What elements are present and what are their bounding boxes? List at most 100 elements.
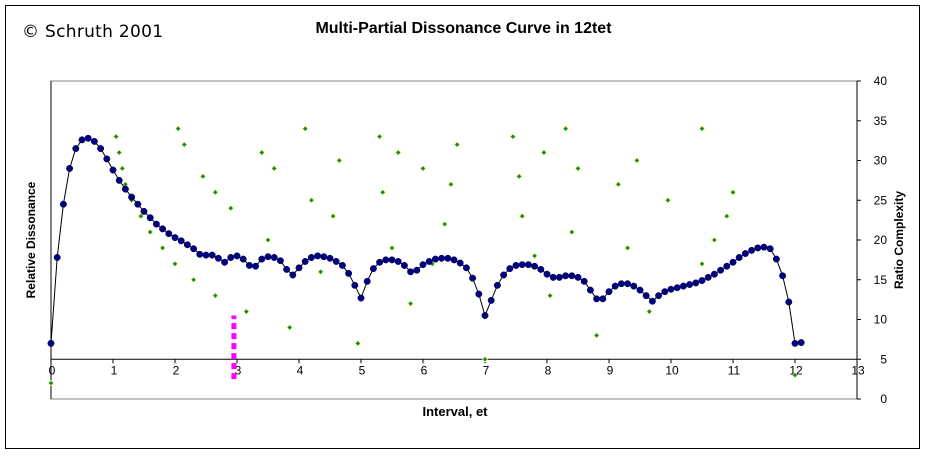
y-right-tick-label: 25	[874, 193, 888, 207]
y-right-tick-label: 40	[874, 74, 888, 88]
y-right-tick-labels: 0 5 10 15 20 25 30 35 40	[874, 74, 888, 406]
x-tick-label: 1	[111, 363, 118, 377]
dissonance-point	[580, 277, 588, 285]
dissonance-point	[103, 155, 111, 163]
x-tick-label: 11	[728, 363, 741, 377]
dissonance-point	[400, 261, 408, 269]
y-right-axis-label: Ratio Complexity	[892, 191, 906, 289]
ratio-point	[729, 189, 737, 196]
ratio-point	[791, 372, 799, 379]
dissonance-point	[66, 165, 74, 172]
dissonance-point	[735, 254, 743, 261]
ratio-point	[531, 252, 538, 259]
dissonance-point	[332, 258, 340, 265]
dissonance-point	[376, 258, 384, 266]
ratio-point	[568, 229, 575, 236]
dissonance-point	[338, 261, 346, 269]
ratio-point	[711, 236, 718, 244]
dissonance-point	[357, 294, 365, 302]
dissonance-point	[369, 265, 377, 273]
dissonance-point	[97, 145, 105, 153]
dissonance-point	[72, 145, 80, 153]
y-right-tick-label: 20	[874, 233, 888, 247]
dissonance-point	[506, 265, 514, 273]
dissonance-point	[425, 258, 433, 265]
ratio-point	[540, 149, 547, 156]
dissonance-point	[772, 255, 780, 263]
dissonance-point	[698, 277, 706, 284]
dissonance-point	[692, 279, 700, 287]
ratio-point	[574, 165, 582, 172]
dissonance-point	[301, 258, 309, 265]
dissonance-point	[258, 255, 266, 263]
dissonance-point	[444, 254, 452, 262]
dissonance-point	[797, 339, 805, 347]
ratio-point	[308, 197, 315, 204]
ratio-point	[302, 125, 309, 132]
ratio-point	[723, 213, 730, 220]
dissonance-point	[152, 220, 160, 228]
dissonance-point	[791, 339, 799, 347]
dissonance-point	[462, 264, 470, 272]
dissonance-point	[121, 185, 129, 193]
dissonance-point	[642, 292, 650, 300]
y-right-tick-label: 15	[874, 273, 888, 287]
ratio-point	[379, 189, 386, 196]
dissonance-point	[407, 268, 415, 276]
dissonance-point	[754, 244, 762, 252]
ratio-point	[698, 125, 706, 132]
dissonance-point	[196, 250, 204, 258]
ratio-point	[646, 308, 653, 315]
ratio-point	[454, 141, 461, 148]
dissonance-point	[165, 230, 173, 238]
dissonance-point	[524, 261, 532, 269]
x-tick-label: 2	[173, 363, 180, 377]
ratio-point	[159, 244, 166, 251]
ratio-point	[593, 332, 600, 339]
dissonance-point	[214, 254, 222, 262]
ratio-point	[395, 149, 402, 156]
dissonance-point	[475, 290, 483, 298]
ratio-point	[624, 244, 631, 251]
dissonance-point	[673, 284, 681, 292]
dissonance-point	[128, 193, 136, 201]
dissonance-point	[512, 261, 520, 269]
y-left-axis-label: Relative Dissonance	[24, 181, 38, 298]
dissonance-point	[469, 274, 477, 282]
ratio-point	[181, 141, 188, 148]
dissonance-point	[549, 273, 557, 281]
dissonance-point	[314, 252, 322, 260]
dissonance-point	[413, 266, 421, 274]
dissonance-point	[90, 137, 98, 145]
dissonance-point	[382, 256, 390, 264]
dissonance-point	[741, 250, 749, 257]
dissonance-point	[568, 272, 576, 280]
dissonance-point	[438, 254, 446, 262]
x-tick-label: 0	[49, 363, 56, 377]
dissonance-point	[500, 271, 508, 279]
dissonance-point	[320, 253, 328, 261]
dissonance-point	[450, 256, 458, 264]
ratio-point	[271, 165, 278, 172]
y-right-tick-label: 35	[874, 114, 888, 128]
dissonance-point	[177, 237, 185, 245]
copyright-text: © Schruth 2001	[22, 22, 164, 42]
ratio-point	[243, 308, 250, 315]
ratio-point	[388, 244, 396, 251]
ratio-point	[116, 149, 123, 156]
dissonance-point	[574, 273, 582, 281]
dissonance-point	[270, 254, 278, 261]
ratio-point	[47, 380, 55, 387]
dissonance-point	[326, 254, 334, 262]
x-tick-label: 3	[235, 363, 242, 377]
ratio-point	[137, 213, 144, 220]
dissonance-point	[109, 166, 117, 174]
dissonance-point	[779, 272, 787, 280]
ratio-point	[419, 165, 427, 172]
dissonance-point	[345, 269, 353, 277]
dissonance-point	[47, 339, 55, 347]
dissonance-point	[183, 241, 191, 249]
y-right-tick-label: 10	[874, 313, 888, 327]
dissonance-point	[630, 282, 638, 290]
dissonance-point	[227, 254, 235, 261]
